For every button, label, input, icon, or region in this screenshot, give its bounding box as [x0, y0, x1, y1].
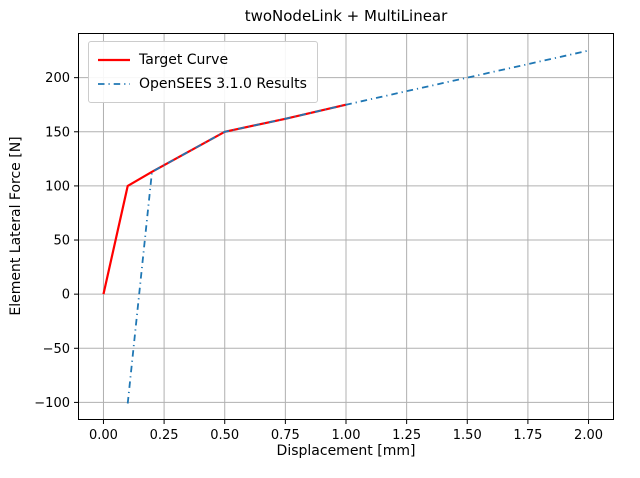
y-axis-label: Element Lateral Force [N] [8, 136, 24, 316]
series-line-opensees-3-1-0-results [126, 49, 589, 404]
y-tick-label: 0 [62, 288, 70, 303]
legend-item: Target Curve [97, 48, 307, 72]
y-tick-label: 200 [45, 71, 70, 86]
y-tick-label: 50 [53, 234, 70, 249]
legend: Target Curve OpenSEES 3.1.0 Results [88, 41, 318, 103]
y-tick-label: 150 [45, 125, 70, 140]
legend-label: OpenSEES 3.1.0 Results [139, 76, 307, 92]
x-tick-label: 0.75 [271, 428, 300, 443]
x-tick-label: 1.00 [332, 428, 361, 443]
y-tick-label: 100 [45, 179, 70, 194]
y-tick-label: −100 [34, 396, 70, 411]
x-tick-label: 1.25 [392, 428, 421, 443]
legend-line-sample-opensees [98, 83, 130, 85]
x-tick-label: 1.75 [513, 428, 542, 443]
x-tick-label: 0.50 [210, 428, 239, 443]
x-tick-label: 0.25 [150, 428, 179, 443]
legend-item: OpenSEES 3.1.0 Results [97, 72, 307, 96]
y-tick-label: −50 [43, 342, 70, 357]
x-tick-label: 0.00 [89, 428, 118, 443]
legend-label: Target Curve [139, 52, 229, 68]
legend-line-sample-target [98, 58, 130, 62]
chart-title: twoNodeLink + MultiLinear [244, 7, 448, 25]
x-axis-label: Displacement [mm] [276, 443, 416, 459]
axes-spine [78, 33, 614, 420]
x-tick-label: 2.00 [574, 428, 603, 443]
x-tick-label: 1.50 [453, 428, 482, 443]
